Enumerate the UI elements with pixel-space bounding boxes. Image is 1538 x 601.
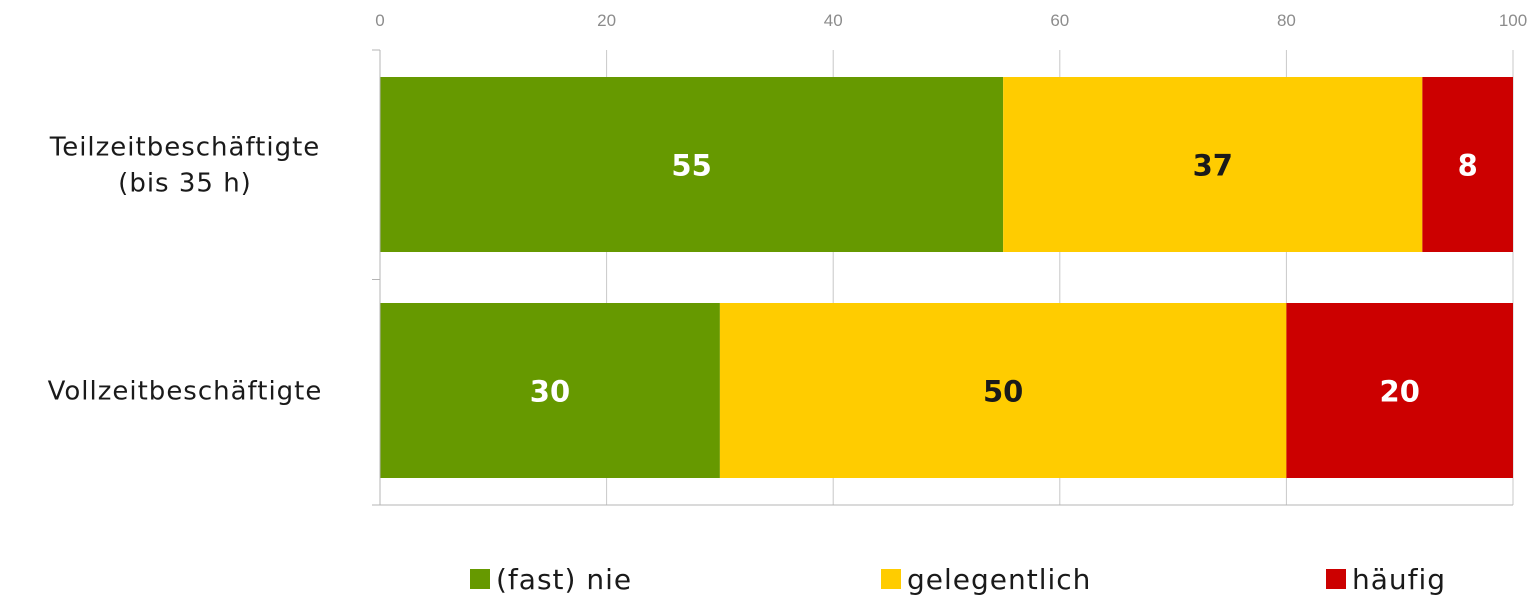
x-tick-label: 80 [1277,11,1296,30]
legend-label: (fast) nie [496,563,632,596]
legend-swatch [881,569,901,589]
x-tick-label: 100 [1499,11,1527,30]
bar-segment [380,77,1004,252]
data-label: 37 [1193,149,1233,183]
data-labels: 55 37 8 30 50 20 [530,149,1478,409]
bar-segment [1286,303,1513,478]
data-label: 50 [983,375,1023,409]
bar-segment [380,303,720,478]
x-tick-label: 60 [1050,11,1069,30]
legend: (fast) nie gelegentlich häufig [470,563,1446,596]
x-tick-label: 0 [375,11,384,30]
bar-segment [719,303,1287,478]
category-label: Teilzeitbeschäftigte [49,133,321,163]
x-tick-label: 40 [824,11,843,30]
legend-swatch [470,569,490,589]
category-labels: Teilzeitbeschäftigte (bis 35 h) Vollzeitbe… [48,133,323,407]
legend-item: (fast) nie [470,563,632,596]
data-label: 30 [530,375,570,409]
legend-label: häufig [1352,563,1446,596]
bar-segment [1422,77,1513,252]
bars [380,77,1513,478]
x-axis-ticks: 0 20 40 60 80 100 [375,11,1527,30]
data-label: 20 [1380,375,1420,409]
legend-label: gelegentlich [907,563,1091,596]
bar-segment [1003,77,1423,252]
data-label: 55 [671,149,711,183]
category-label: (bis 35 h) [118,169,252,199]
category-label: Vollzeitbeschäftigte [48,377,323,407]
legend-item: gelegentlich [881,563,1091,596]
x-tick-label: 20 [597,11,616,30]
axes [372,49,1513,506]
data-label: 8 [1458,149,1478,183]
legend-item: häufig [1326,563,1446,596]
legend-swatch [1326,569,1346,589]
